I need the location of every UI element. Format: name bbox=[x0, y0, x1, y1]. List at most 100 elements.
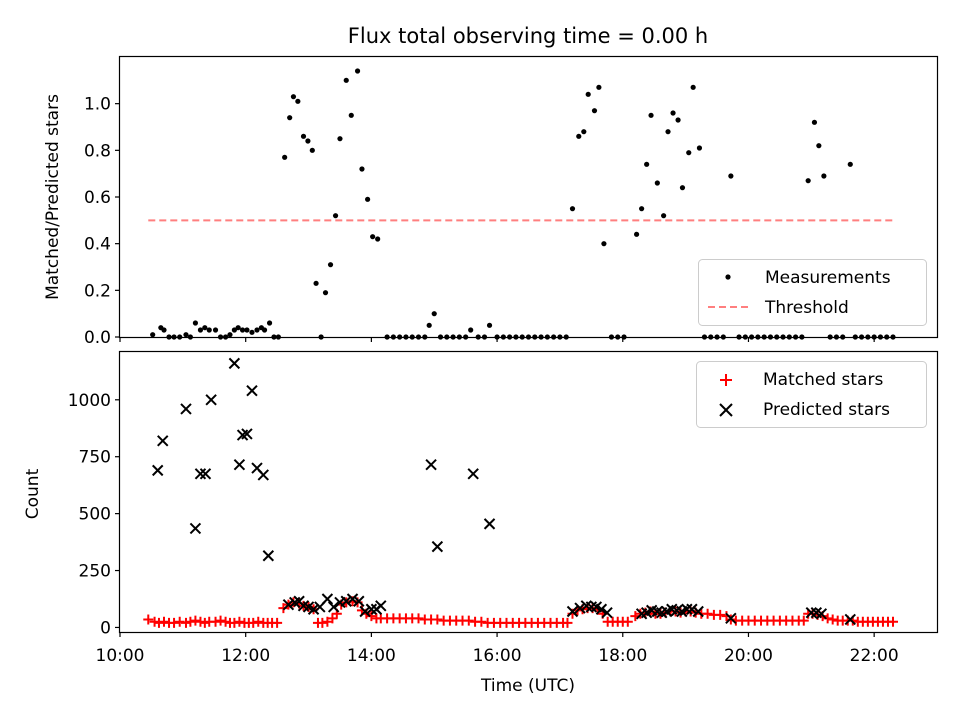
legend-measurements-marker bbox=[725, 274, 731, 280]
y-tick-label: 250 bbox=[79, 562, 111, 582]
predicted-point bbox=[327, 601, 340, 613]
measurement-point bbox=[665, 129, 671, 135]
top-legend: Measurements Threshold bbox=[698, 259, 927, 326]
measurement-point bbox=[235, 325, 241, 331]
legend-matched-label: Matched stars bbox=[763, 370, 883, 390]
top-legend-box bbox=[698, 259, 927, 326]
measurement-point bbox=[654, 180, 660, 186]
measurement-point bbox=[305, 138, 311, 144]
matched-point bbox=[622, 616, 633, 627]
measurement-point bbox=[227, 332, 233, 338]
predicted-point bbox=[431, 540, 444, 553]
measurement-point bbox=[354, 68, 361, 74]
predicted-point bbox=[257, 469, 269, 481]
predicted-point bbox=[601, 606, 613, 619]
measurement-point bbox=[150, 332, 156, 338]
measurement-point bbox=[644, 161, 650, 167]
measurement-point bbox=[728, 173, 734, 179]
y-tick-label: 0.4 bbox=[84, 235, 111, 255]
matched-point bbox=[195, 616, 206, 627]
bottom-x-axis: 10:00 12:00 14:00 16:00 18:00 20:00 22:00 bbox=[96, 632, 899, 666]
measurement-point bbox=[231, 327, 237, 333]
matched-point bbox=[210, 616, 221, 627]
measurement-point bbox=[287, 115, 293, 121]
matched-point bbox=[272, 617, 283, 628]
predicted-point bbox=[205, 394, 217, 406]
measurement-point bbox=[327, 262, 334, 268]
predicted-point bbox=[307, 603, 320, 615]
measurement-point bbox=[569, 206, 576, 212]
predicted-point bbox=[692, 605, 704, 618]
measurement-point bbox=[633, 231, 640, 237]
bottom-panel: 0 250 500 750 1000 10:00 12:00 14:00 16:00 18:00… bbox=[23, 350, 939, 696]
matched-point bbox=[278, 603, 289, 614]
predicted-point bbox=[815, 608, 828, 620]
matched-point bbox=[143, 614, 154, 625]
predicted-point bbox=[375, 600, 387, 612]
measurement-point bbox=[847, 161, 853, 167]
x-tick-label: 16:00 bbox=[473, 646, 522, 666]
measurement-point bbox=[661, 213, 667, 219]
x-tick-label: 14:00 bbox=[347, 646, 396, 666]
measurement-point bbox=[266, 320, 273, 326]
bottom-axes-frame bbox=[118, 350, 939, 634]
measurement-point bbox=[239, 327, 246, 333]
measurement-point bbox=[337, 136, 343, 142]
measurement-point bbox=[576, 133, 582, 139]
predicted-point bbox=[365, 603, 378, 615]
measurement-point bbox=[431, 311, 437, 317]
legend-matched-marker bbox=[720, 374, 732, 386]
measurement-point bbox=[585, 91, 591, 97]
matched-point bbox=[158, 616, 169, 627]
measurement-point bbox=[426, 322, 432, 328]
y-tick-label: 0.8 bbox=[84, 141, 111, 161]
measurement-point bbox=[261, 327, 268, 333]
predicted-point bbox=[805, 606, 818, 619]
measurement-point bbox=[596, 84, 602, 90]
predicted-point bbox=[262, 550, 275, 562]
measurement-point bbox=[183, 332, 189, 338]
predicted-point bbox=[566, 605, 579, 618]
matched-point bbox=[199, 617, 210, 628]
matched-point bbox=[180, 617, 191, 628]
measurement-point bbox=[290, 94, 297, 100]
legend-predicted-marker bbox=[719, 403, 733, 417]
measurement-point bbox=[309, 147, 315, 153]
measurement-point bbox=[816, 143, 822, 149]
predicted-point bbox=[246, 384, 258, 397]
measurement-point bbox=[365, 196, 371, 202]
predicted-point bbox=[425, 458, 437, 471]
measurement-point bbox=[468, 327, 474, 333]
y-tick-label: 0.6 bbox=[84, 188, 111, 208]
predicted-point bbox=[233, 458, 246, 471]
measurement-point bbox=[300, 133, 307, 139]
legend-threshold-label: Threshold bbox=[764, 298, 849, 318]
matched-point bbox=[253, 616, 264, 627]
measurement-point bbox=[322, 290, 329, 296]
matched-point bbox=[220, 616, 231, 627]
legend-predicted-label: Predicted stars bbox=[763, 400, 890, 420]
predicted-point bbox=[321, 593, 334, 605]
y-tick-label: 0 bbox=[100, 618, 111, 638]
bottom-y-axis: 0 250 500 750 1000 bbox=[68, 391, 120, 638]
matched-point bbox=[822, 613, 833, 624]
matched-point bbox=[827, 614, 838, 625]
y-tick-label: 750 bbox=[79, 448, 111, 468]
matched-point bbox=[562, 617, 573, 628]
matched-point bbox=[413, 613, 424, 624]
measurement-point bbox=[295, 98, 301, 104]
y-tick-label: 500 bbox=[79, 505, 111, 525]
predicted-point bbox=[157, 435, 169, 447]
predicted-point bbox=[467, 468, 479, 480]
predicted-point bbox=[194, 468, 207, 480]
measurement-point bbox=[375, 236, 381, 242]
matched-point bbox=[149, 616, 160, 627]
measurement-point bbox=[348, 112, 354, 118]
measurement-point bbox=[244, 327, 250, 333]
measurement-point bbox=[696, 145, 703, 151]
top-y-axis-label: Matched/Predicted stars bbox=[43, 94, 63, 300]
measurement-point bbox=[370, 234, 376, 240]
predicted-point bbox=[241, 428, 253, 440]
measurement-point bbox=[821, 173, 827, 179]
